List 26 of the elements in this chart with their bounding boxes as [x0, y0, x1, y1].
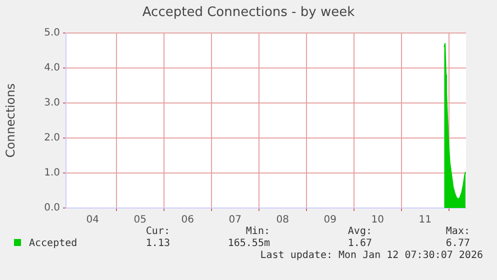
y-tick-label: 5.0	[44, 28, 60, 39]
text: 165.55m	[228, 238, 270, 249]
text: Avg:	[348, 226, 372, 237]
text: 1.13	[146, 238, 170, 249]
text: Cur:	[146, 226, 170, 237]
x-tick-label: 04	[86, 214, 99, 226]
x-tick-label: 10	[371, 214, 384, 226]
x-tick-label: 07	[228, 214, 242, 226]
x-tick-label: 08	[276, 214, 289, 226]
text: Max:	[446, 226, 470, 237]
y-tick-label: 2.0	[44, 132, 60, 144]
x-tick-label: 11	[418, 214, 432, 226]
x-tick-label: 05	[134, 214, 146, 226]
x-tick-label: 09	[324, 214, 336, 226]
y-tick-label: 0.0	[44, 202, 60, 214]
y-tick-label: 4.0	[44, 62, 60, 74]
text: 1.67	[348, 238, 372, 249]
y-axis-title: Connections	[3, 83, 18, 158]
text: Min:	[246, 226, 270, 237]
legend-label: Accepted	[28, 238, 78, 249]
y-tick-label: 3.0	[44, 98, 60, 109]
x-tick-label: 06	[181, 214, 194, 226]
text: 6.77	[446, 238, 470, 249]
y-tick-label: 1.0	[44, 168, 60, 179]
text: Last update: Mon Jan 12 07:30:07 2026	[260, 250, 483, 261]
chart-title: Accepted Connections - by week	[141, 5, 356, 20]
